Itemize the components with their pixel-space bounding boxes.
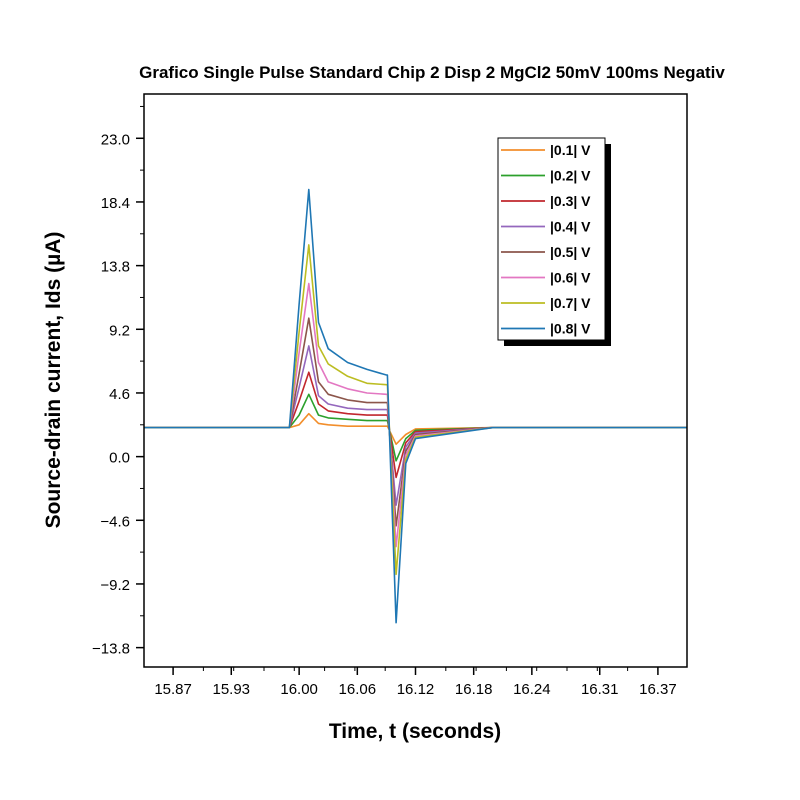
x-tick-label: 15.93 [212,681,250,698]
y-tick-label: 0.0 [109,450,130,467]
series-line-8 [144,188,687,624]
y-tick-label: −9.2 [100,577,130,594]
y-axis: 23.0 18.4 13.8 9.2 4.6 0.0 −4.6 −9.2 −13.8 [92,105,144,658]
legend-label: |0.3| V [550,193,591,209]
x-tick-label: 16.06 [339,681,377,698]
x-tick-label: 16.12 [397,681,435,698]
legend-label: |0.5| V [550,244,591,260]
y-tick-label: 18.4 [101,195,130,212]
x-tick-label: 16.18 [455,681,493,698]
y-tick-label: 9.2 [109,322,130,339]
y-tick-label: 23.0 [101,131,130,148]
legend-label: |0.7| V [550,295,591,311]
legend-label: |0.6| V [550,270,591,286]
legend-label: |0.1| V [550,142,591,158]
series-line-5 [144,317,687,527]
y-tick-label: −13.8 [92,641,130,658]
x-tick-label: 15.87 [154,681,192,698]
y-tick-label: −4.6 [100,513,130,530]
legend-label: |0.4| V [550,219,591,235]
plot-lines [144,188,687,624]
x-axis-title: Time, t (seconds) [329,720,501,743]
chart-title: Grafico Single Pulse Standard Chip 2 Dis… [139,63,725,82]
series-line-4 [144,345,687,506]
legend-label: |0.2| V [550,168,591,184]
y-tick-label: 4.6 [109,386,130,403]
x-tick-label: 16.31 [581,681,619,698]
x-tick-label: 16.00 [280,681,318,698]
y-tick-label: 13.8 [101,259,130,276]
series-line-3 [144,371,687,479]
legend: |0.1| V |0.2| V |0.3| V |0.4| V |0.5| V |0.6|… [497,137,611,346]
legend-box [497,137,606,341]
x-tick-label: 16.37 [639,681,677,698]
legend-label: |0.8| V [550,321,591,337]
x-axis: 15.87 15.93 16.00 16.06 16.12 16.18 16.24 16.31… [154,667,677,698]
y-axis-title: Source-drain current, Ids (µA) [42,232,65,529]
x-tick-label: 16.24 [513,681,551,698]
legend-items: |0.1| V |0.2| V |0.3| V |0.4| V |0.5| V |0.6|… [501,142,591,337]
